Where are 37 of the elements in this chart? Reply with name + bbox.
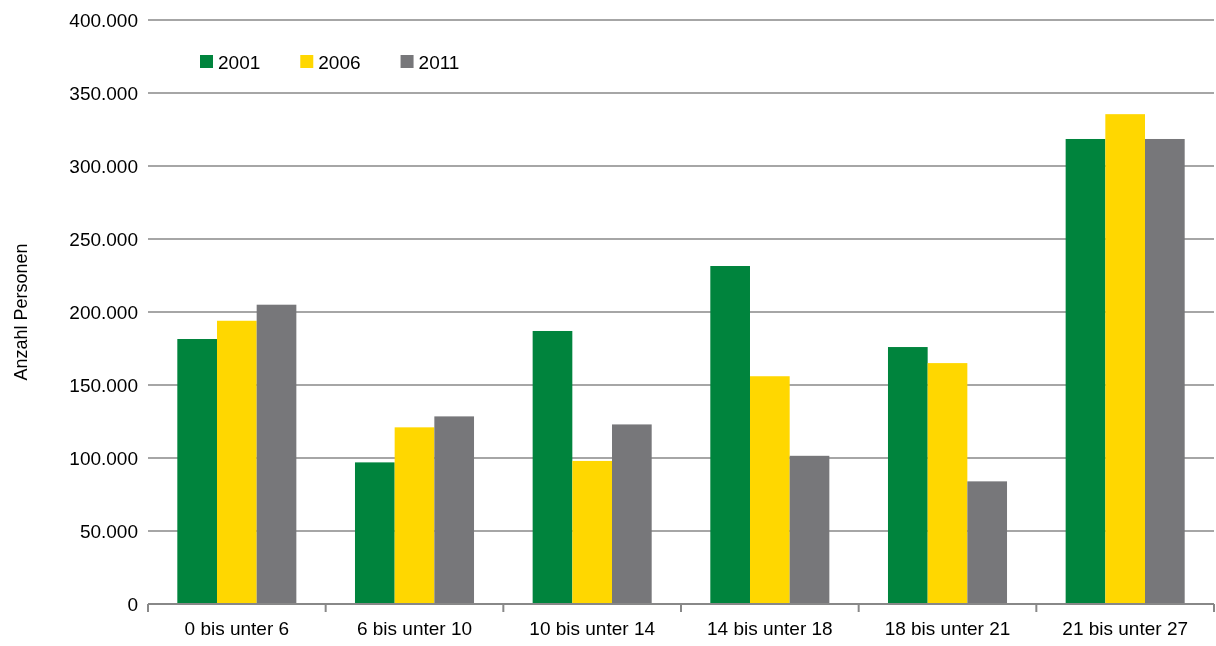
bar <box>256 304 297 604</box>
y-tick-label: 150.000 <box>69 374 138 396</box>
y-tick-label: 50.000 <box>79 520 138 542</box>
bar <box>434 416 475 604</box>
legend-label: 2006 <box>318 52 361 73</box>
bar <box>177 339 217 604</box>
bar <box>612 424 652 604</box>
y-tick-label: 350.000 <box>69 82 138 104</box>
x-tick-label: 0 bis unter 6 <box>184 618 290 639</box>
bar <box>532 330 573 604</box>
bar <box>1105 114 1146 604</box>
bar <box>394 427 435 604</box>
bar <box>1065 138 1106 604</box>
x-tick-label: 21 bis unter 27 <box>1062 618 1189 639</box>
bar <box>749 376 790 604</box>
bar <box>887 347 928 604</box>
bar <box>216 320 257 604</box>
x-tick-label: 10 bis unter 14 <box>529 618 656 639</box>
bar <box>789 455 830 604</box>
y-axis-title: Anzahl Personen <box>11 243 31 381</box>
x-tick-label: 6 bis unter 10 <box>356 618 473 639</box>
legend-label: 2001 <box>218 52 261 73</box>
y-tick-label: 250.000 <box>69 228 138 250</box>
bar <box>927 363 968 604</box>
bar <box>1145 138 1185 604</box>
x-tick-label: 14 bis unter 18 <box>706 618 833 639</box>
bar <box>354 462 395 604</box>
y-tick-label: 200.000 <box>69 301 138 323</box>
legend-label: 2011 <box>418 52 460 73</box>
y-tick-label: 400.000 <box>69 9 138 31</box>
bar <box>710 266 750 604</box>
y-tick-label: 300.000 <box>69 155 138 177</box>
bar <box>967 481 1008 604</box>
y-tick-label: 100.000 <box>69 447 138 469</box>
bar <box>572 460 613 604</box>
x-tick-label: 18 bis unter 21 <box>884 618 1011 639</box>
y-tick-label: 0 <box>127 593 138 615</box>
